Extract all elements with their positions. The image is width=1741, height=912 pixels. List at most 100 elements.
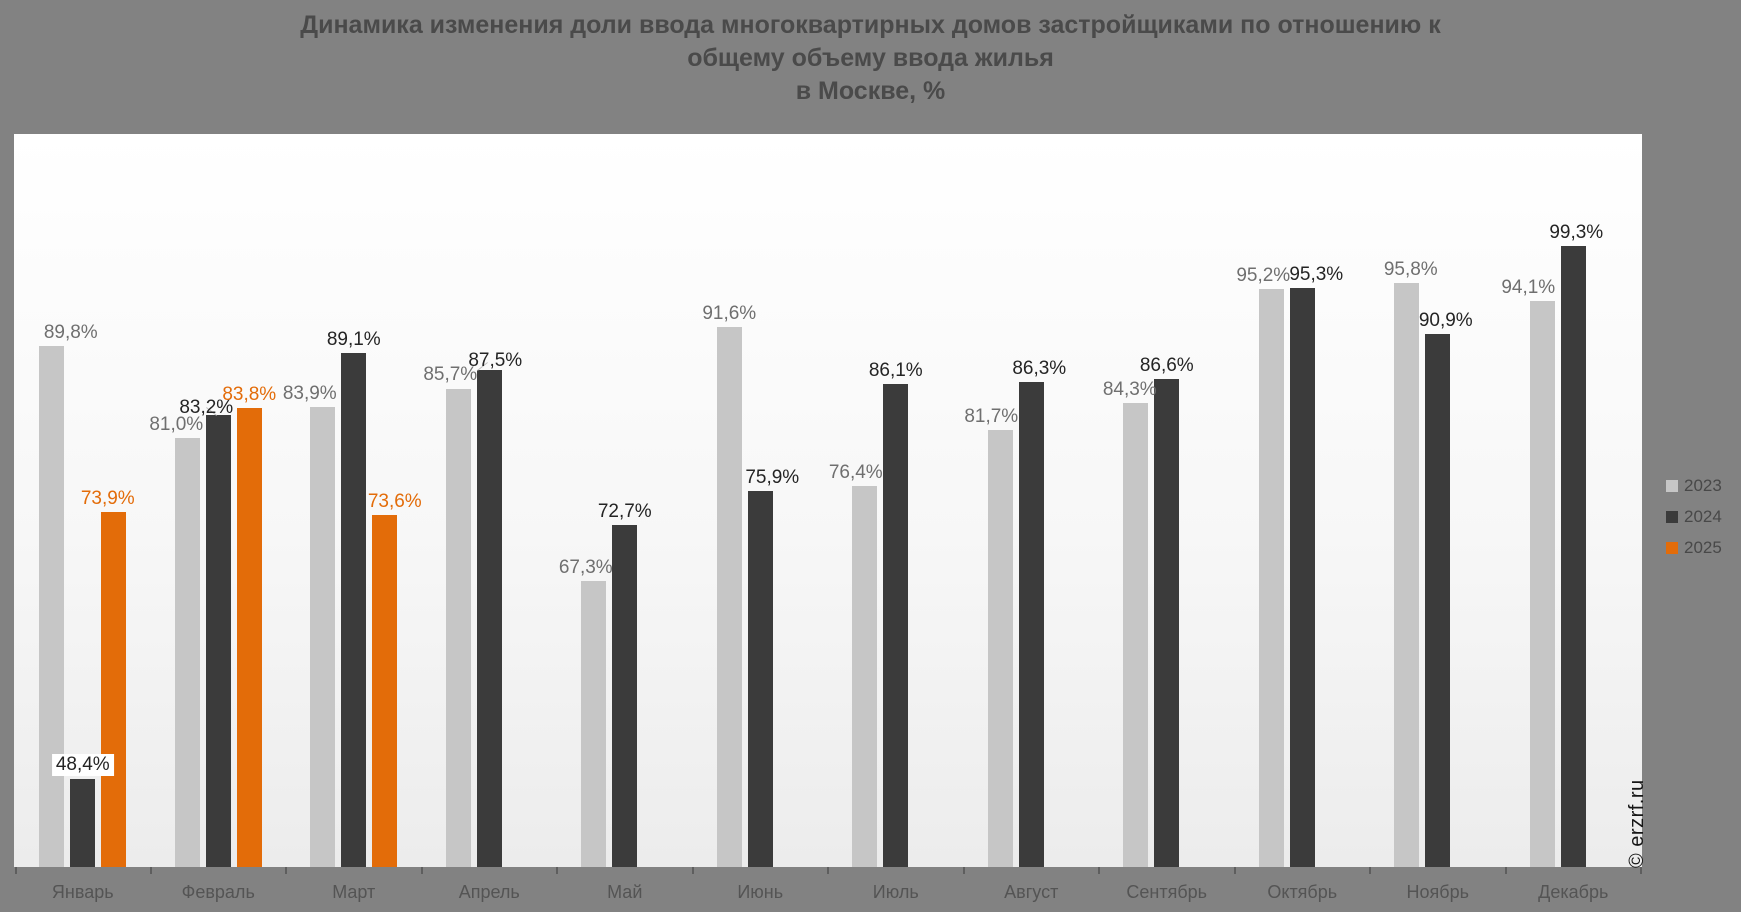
value-label: 86,6% xyxy=(1139,355,1194,377)
axis-tick xyxy=(827,867,829,874)
axis-tick xyxy=(1098,867,1100,874)
chart-column: 83,9% 89,1% 73,6% Март xyxy=(282,134,423,902)
bar-2023 xyxy=(1394,282,1420,867)
value-label: 83,2% xyxy=(179,396,234,418)
bar-2023 xyxy=(1529,300,1555,867)
bar-2023 xyxy=(581,581,607,867)
value-label: 86,1% xyxy=(868,360,923,382)
plot-columns: 89,8% 48,4% 73,9% Январь 81,0% 83,2% 83,8% Февр… xyxy=(15,134,1642,902)
chart-column: 81,0% 83,2% 83,8% Февраль xyxy=(149,134,287,902)
category-label: Апрель xyxy=(458,882,520,902)
legend-swatch xyxy=(1666,510,1678,523)
axis-tick xyxy=(556,867,558,874)
value-label: 89,8% xyxy=(43,321,98,343)
legend-label: 2024 xyxy=(1684,506,1722,526)
axis-tick xyxy=(1504,867,1507,874)
axis-tick xyxy=(15,867,17,874)
bar-2024 xyxy=(747,491,773,867)
bar-2025 xyxy=(101,512,127,867)
value-label: 72,7% xyxy=(597,500,652,522)
value-label: 83,8% xyxy=(222,384,277,406)
chart-column: 76,4% 86,1% Июль xyxy=(828,134,965,902)
legend-swatch xyxy=(1666,479,1678,492)
value-label: 99,3% xyxy=(1549,222,1604,244)
value-label: 91,6% xyxy=(702,302,757,324)
bar-2023 xyxy=(1123,403,1149,867)
watermark: © erzrf.ru xyxy=(1626,779,1648,868)
category-label: Май xyxy=(607,882,643,902)
category-label: Октябрь xyxy=(1267,882,1338,902)
axis-tick xyxy=(149,867,152,874)
chart-column: 95,2% 95,3% Октябрь xyxy=(1235,134,1371,902)
category-label: Сентябрь xyxy=(1126,882,1208,902)
legend: 2023 2024 2025 xyxy=(1666,476,1722,569)
legend-swatch xyxy=(1666,541,1678,554)
bar-2024 xyxy=(70,779,96,867)
category-label: Июль xyxy=(872,882,919,902)
chart-column: 67,3% 72,7% Май xyxy=(557,134,694,902)
category-label: Март xyxy=(332,882,376,902)
bar-2025 xyxy=(372,515,398,867)
value-label: 81,0% xyxy=(149,413,204,435)
bar-2024 xyxy=(205,414,231,867)
bar-2023 xyxy=(987,430,1013,867)
value-label: 67,3% xyxy=(558,557,613,579)
legend-item-2023: 2023 xyxy=(1666,476,1722,495)
bar-2023 xyxy=(174,437,200,867)
value-label: 48,4% xyxy=(51,754,114,777)
bar-2024 xyxy=(341,352,367,867)
bar-2024 xyxy=(476,369,502,867)
chart-title-line-2: общему объему ввода жилья xyxy=(687,44,1054,72)
chart-column: 85,7% 87,5% Апрель xyxy=(422,134,558,902)
bar-2024 xyxy=(1425,334,1451,867)
value-label: 86,3% xyxy=(1012,358,1067,380)
value-label: 85,7% xyxy=(423,364,478,386)
chart-column: 95,8% 90,9% Ноябрь xyxy=(1370,134,1507,902)
bar-2023 xyxy=(1258,289,1284,867)
category-label: Февраль xyxy=(181,882,255,902)
value-label: 76,4% xyxy=(828,461,883,483)
bar-2024 xyxy=(612,524,638,867)
bar-2025 xyxy=(236,408,262,867)
bar-2024 xyxy=(883,384,909,867)
value-label: 84,3% xyxy=(1102,379,1157,401)
axis-tick xyxy=(285,867,287,874)
legend-label: 2023 xyxy=(1684,475,1722,495)
value-label: 95,3% xyxy=(1289,263,1344,285)
bar-2024 xyxy=(1154,379,1180,867)
value-label: 87,5% xyxy=(468,349,523,371)
value-label: 94,1% xyxy=(1501,276,1556,298)
category-label: Август xyxy=(1004,882,1059,902)
value-label: 95,8% xyxy=(1383,258,1438,280)
chart-title-line-1: Динамика изменения доли ввода многокварт… xyxy=(300,11,1441,39)
chart-column: 84,3% 86,6% Сентябрь xyxy=(1099,134,1236,902)
value-label: 90,9% xyxy=(1418,310,1473,332)
value-label: 73,9% xyxy=(80,488,135,510)
legend-item-2024: 2024 xyxy=(1666,507,1722,526)
bar-2023 xyxy=(39,345,65,867)
legend-label: 2025 xyxy=(1684,537,1722,557)
bar-2024 xyxy=(1018,382,1044,867)
chart-title-line-3: в Москве, % xyxy=(795,77,946,105)
value-label: 83,9% xyxy=(282,383,337,405)
bar-2023 xyxy=(445,388,471,867)
axis-tick xyxy=(1233,867,1236,874)
value-label: 75,9% xyxy=(745,467,800,489)
category-label: Ноябрь xyxy=(1406,882,1469,902)
axis-tick xyxy=(1369,867,1371,874)
chart-title: Динамика изменения доли ввода многокварт… xyxy=(0,9,1741,108)
bar-2024 xyxy=(1289,287,1315,867)
value-label: 73,6% xyxy=(367,491,422,513)
bar-2023 xyxy=(310,407,336,867)
chart-column: 81,7% 86,3% Август xyxy=(964,134,1100,902)
category-label: Январь xyxy=(51,882,114,902)
value-label: 95,2% xyxy=(1236,264,1291,286)
chart-column: 89,8% 48,4% 73,9% Январь xyxy=(15,134,152,902)
axis-tick xyxy=(1640,867,1642,874)
chart-column: 91,6% 75,9% Июнь xyxy=(693,134,829,902)
axis-tick xyxy=(962,867,965,874)
value-label: 81,7% xyxy=(964,406,1019,428)
bar-2023 xyxy=(852,485,878,867)
value-label: 89,1% xyxy=(326,328,381,350)
